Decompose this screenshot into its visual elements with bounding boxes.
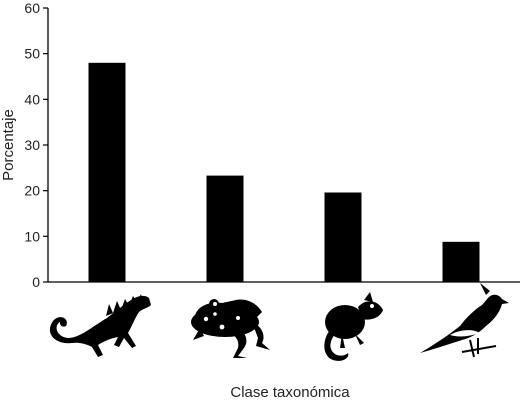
y-tick-label: 30 bbox=[24, 137, 40, 153]
y-tick-label: 0 bbox=[32, 274, 40, 290]
y-ticks: 0 10 20 30 40 50 60 bbox=[24, 0, 48, 290]
iguana-icon bbox=[49, 294, 151, 357]
bar-reptile bbox=[88, 62, 126, 282]
bar-amphibian bbox=[206, 175, 244, 282]
y-tick-label: 60 bbox=[24, 0, 40, 16]
bird-icon bbox=[420, 283, 509, 358]
frog-icon bbox=[191, 299, 270, 358]
bar-mammal bbox=[324, 192, 362, 282]
x-axis-title: Clase taxonómica bbox=[230, 384, 350, 401]
y-tick-label: 50 bbox=[24, 46, 40, 62]
y-tick-label: 40 bbox=[24, 91, 40, 107]
bar-bird bbox=[442, 241, 480, 282]
y-axis-title: Porcentaje bbox=[0, 109, 17, 181]
bars bbox=[88, 62, 480, 282]
opossum-icon bbox=[324, 292, 383, 361]
y-tick-label: 10 bbox=[24, 228, 40, 244]
y-tick-label: 20 bbox=[24, 183, 40, 199]
